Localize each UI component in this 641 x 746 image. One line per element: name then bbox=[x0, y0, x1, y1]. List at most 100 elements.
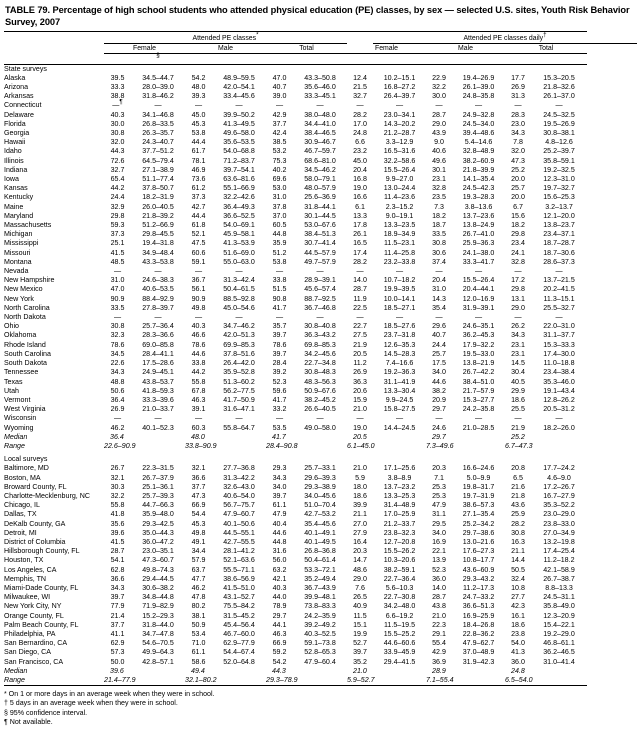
table-row[interactable]: Broward County, FL 30.3 25.1–36.1 37.7 32.6–… bbox=[4, 483, 637, 492]
table-row[interactable]: Chicago, IL 55.8 44.7–66.3 66.9 56.7–75.7 61.… bbox=[4, 501, 637, 510]
row-percent: 48.0 bbox=[191, 83, 206, 91]
table-row[interactable]: Philadelphia, PA 41.1 34.7–47.8 53.4 46.7–60… bbox=[4, 630, 637, 639]
table-row[interactable]: San Diego, CA 57.3 49.9–64.3 61.1 54.4–67.4 5… bbox=[4, 648, 637, 657]
table-row[interactable]: Nevada — — — — — — — — — — — — bbox=[4, 267, 637, 276]
table-row[interactable]: Baltimore, MD 26.7 22.3–31.5 32.1 27.7–36.8 2… bbox=[4, 464, 637, 473]
table-row[interactable]: Georgia 30.8 26.3–35.7 53.8 49.6–58.0 42.4 38.… bbox=[4, 129, 637, 138]
median-value: 41.7 bbox=[272, 432, 286, 441]
table-row[interactable]: Texas 48.8 43.8–53.7 55.8 51.3–60.2 52.3 48.3–… bbox=[4, 378, 637, 387]
table-row[interactable]: Rhode Island 78.6 69.0–85.8 78.6 69.9–85.3 78… bbox=[4, 341, 637, 350]
row-confidence-interval: 22.3–31.5 bbox=[142, 464, 174, 473]
row-percent: 28.7 bbox=[432, 593, 446, 602]
row-percent: 20.3 bbox=[432, 464, 446, 473]
row-percent: 48.6 bbox=[353, 565, 367, 574]
table-row[interactable]: Iowa 65.4 51.1–77.4 73.6 63.6–81.6 69.6 58.0–7… bbox=[4, 175, 637, 184]
table-row[interactable]: Alaska 39.5 34.5–44.7 54.2 48.9–59.5 47.0 43.3… bbox=[4, 74, 637, 83]
footnotes: * On 1 or more days in an average week w… bbox=[4, 690, 637, 728]
row-percent: — bbox=[435, 267, 443, 276]
row-confidence-interval: 23.0–34.1 bbox=[383, 110, 416, 119]
table-row[interactable]: Milwaukee, WI 39.7 34.8–44.8 47.8 43.1–52.7 4… bbox=[4, 593, 637, 602]
table-row[interactable]: Tennessee 34.3 24.9–45.1 44.2 35.9–52.8 39.2 3… bbox=[4, 368, 637, 377]
row-confidence-interval: 46.7–59.7 bbox=[304, 147, 336, 156]
table-row[interactable]: District of Columbia 41.5 36.0–47.2 49.1 42.… bbox=[4, 538, 637, 547]
table-row[interactable]: Detroit, MI 39.6 35.0–44.3 49.8 44.5–55.1 44.… bbox=[4, 529, 637, 538]
range-value: 6.5–54.0 bbox=[505, 676, 533, 684]
row-site-label: South Carolina bbox=[4, 349, 51, 358]
table-row[interactable]: Maine 32.9 26.0–40.5 42.7 36.4–49.3 37.8 31.8–… bbox=[4, 203, 637, 212]
table-row[interactable]: Maryland 29.8 21.8–39.2 44.4 36.6–52.5 37.0 30… bbox=[4, 212, 637, 221]
row-percent: 46.6 bbox=[191, 331, 206, 340]
row-confidence-interval: 18.2–31.9 bbox=[142, 193, 174, 202]
table-row[interactable]: Missouri 41.5 34.9–48.4 60.6 51.6–69.0 51.2 44… bbox=[4, 249, 637, 258]
row-confidence-interval: 33.4–45.6 bbox=[223, 92, 255, 101]
table-row[interactable]: Oklahoma 32.3 28.3–36.6 46.6 42.0–51.3 39.7 36… bbox=[4, 331, 637, 340]
table-row[interactable]: Arizona 33.3 28.0–39.0 48.0 42.0–54.1 40.7 35.… bbox=[4, 83, 637, 92]
table-row[interactable]: Connecticut —¶ — — — — — — — — — — — bbox=[4, 99, 637, 110]
table-row[interactable]: Illinois 72.6 64.5–79.4 78.1 71.2–83.7 75.3 68… bbox=[4, 157, 637, 166]
table-row[interactable]: Palm Beach County, FL 37.7 31.8–44.0 50.9 45… bbox=[4, 621, 637, 630]
row-confidence-interval: 31.5–45.2 bbox=[223, 611, 255, 620]
table-row[interactable]: San Bernardino, CA 62.9 54.6–70.5 71.0 62.9–… bbox=[4, 639, 637, 648]
table-row[interactable]: Michigan 37.3 29.8–45.5 52.1 45.9–58.1 44.8 38… bbox=[4, 230, 637, 239]
table-row[interactable]: North Dakota — — — — — — — — — — — — bbox=[4, 313, 637, 322]
table-row[interactable]: Houston, TX 54.1 47.3–60.7 57.9 52.1–63.6 56.… bbox=[4, 556, 637, 565]
row-confidence-interval: 42.1–58.9 bbox=[543, 565, 575, 574]
row-percent: 34.3 bbox=[511, 331, 525, 340]
row-confidence-interval: 15.8–27.5 bbox=[383, 405, 416, 414]
row-confidence-interval: 50.9–67.6 bbox=[304, 386, 336, 395]
table-row[interactable]: Delaware 40.3 34.1–46.8 45.0 39.9–50.2 42.9 38… bbox=[4, 111, 637, 120]
table-row[interactable]: Indiana 32.7 27.1–38.9 46.9 39.7–54.1 40.2 34.… bbox=[4, 166, 637, 175]
row-confidence-interval: 49.0–58.0 bbox=[304, 423, 336, 432]
row-confidence-interval: 5.4–14.6 bbox=[464, 138, 493, 147]
table-row[interactable]: Vermont 36.4 33.3–39.6 46.3 41.7–50.9 41.7 38.… bbox=[4, 396, 637, 405]
row-percent: 43.9 bbox=[432, 129, 446, 138]
row-percent: 33.5 bbox=[432, 230, 446, 239]
table-row[interactable]: Massachusetts 59.3 51.2–66.9 61.8 54.0–69.1 6… bbox=[4, 221, 637, 230]
row-percent: 39.7 bbox=[272, 331, 287, 340]
table-row[interactable]: New Hampshire 31.0 24.6–38.3 36.7 31.3–42.4 3… bbox=[4, 276, 637, 285]
median-value: 44.3 bbox=[272, 666, 286, 675]
table-row[interactable]: Florida 30.0 26.8–33.5 45.3 41.3–49.5 37.7 34.… bbox=[4, 120, 637, 129]
table-row[interactable]: Wisconsin — — — — — — — — — — — — bbox=[4, 414, 637, 423]
table-row[interactable]: West Virginia 26.9 21.0–33.7 39.1 31.6–47.1 3… bbox=[4, 405, 637, 414]
table-row[interactable]: Arkansas 38.8 31.8–46.2 39.3 33.4–45.6 39.0 33… bbox=[4, 92, 637, 101]
row-percent: 20.4 bbox=[432, 276, 446, 285]
row-site-label: Arizona bbox=[4, 83, 29, 91]
row-confidence-interval: 26.8–33.5 bbox=[142, 119, 174, 128]
table-row[interactable]: Wyoming 46.2 40.1–52.3 60.3 55.8–64.7 53.5 49.… bbox=[4, 424, 637, 433]
table-row[interactable]: Idaho 44.3 37.7–51.2 61.7 54.0–68.8 53.2 46.7–… bbox=[4, 147, 637, 156]
row-confidence-interval: 38.4–46.5 bbox=[304, 129, 336, 138]
table-row[interactable]: South Dakota 22.6 17.5–28.6 33.8 26.4–42.0 28… bbox=[4, 359, 637, 368]
column-header-ci-1: CI§ bbox=[131, 53, 185, 65]
row-percent: 44.6 bbox=[432, 377, 446, 386]
table-row[interactable]: Hawaii 32.0 24.3–40.7 44.4 35.6–53.5 38.5 30.9… bbox=[4, 138, 637, 147]
table-row[interactable]: Boston, MA 32.1 26.7–37.9 36.6 31.3–42.2 34.3… bbox=[4, 474, 637, 483]
table-row[interactable]: Dallas, TX 41.8 35.9–48.0 54.4 47.9–60.7 47.9… bbox=[4, 510, 637, 519]
table-row[interactable]: Miami-Dade County, FL 34.3 30.6–38.2 46.2 41… bbox=[4, 584, 637, 593]
table-row[interactable]: Kansas 44.2 37.8–50.7 61.2 55.1–66.9 53.0 48.0… bbox=[4, 184, 637, 193]
table-row[interactable]: Utah 50.6 41.8–59.3 67.8 56.2–77.5 59.6 50.9–6… bbox=[4, 387, 637, 396]
row-percent: 32.7 bbox=[110, 165, 125, 174]
section-label: Local surveys bbox=[4, 455, 48, 464]
table-row[interactable]: New Mexico 47.0 40.6–53.5 56.1 50.4–61.5 51.5… bbox=[4, 285, 637, 294]
row-confidence-interval: 40.3–52.5 bbox=[304, 629, 336, 638]
table-row[interactable]: Mississippi 25.1 19.4–31.8 47.5 41.3–53.9 35.… bbox=[4, 239, 637, 248]
table-row[interactable]: New York City, NY 77.9 71.9–82.9 80.2 75.5–8… bbox=[4, 602, 637, 611]
table-row[interactable]: Kentucky 24.4 18.2–31.9 37.3 32.2–42.6 31.0 25… bbox=[4, 193, 637, 202]
table-row[interactable]: Orange County, FL 21.4 15.2–29.3 38.1 31.5–4… bbox=[4, 612, 637, 621]
table-row[interactable]: Memphis, TN 36.6 29.4–44.5 47.7 38.6–56.9 42.… bbox=[4, 575, 637, 584]
table-row[interactable]: South Carolina 34.5 28.4–41.1 44.6 37.8–51.6… bbox=[4, 350, 637, 359]
table-row[interactable]: San Francisco, CA 50.0 42.8–57.1 58.6 52.0–6… bbox=[4, 658, 637, 667]
table-row[interactable]: Montana 48.5 43.3–53.8 59.1 55.0–63.0 53.8 49.… bbox=[4, 258, 637, 267]
table-row[interactable]: North Carolina 33.5 27.8–39.7 49.8 45.0–54.6… bbox=[4, 304, 637, 313]
table-row[interactable]: Charlotte-Mecklenburg, NC 32.2 25.7–39.3 47… bbox=[4, 492, 637, 501]
table-row[interactable]: DeKalb County, GA 35.6 29.3–42.5 45.3 40.1–5… bbox=[4, 520, 637, 529]
table-row[interactable]: Ohio 30.8 25.7–36.4 40.3 34.7–46.2 35.7 30.8–4… bbox=[4, 322, 637, 331]
row-confidence-interval: 15.3–33.3 bbox=[543, 340, 575, 349]
row-percent: 46.3 bbox=[272, 629, 287, 638]
table-row[interactable]: Los Angeles, CA 62.8 49.8–74.3 63.7 55.5–71.… bbox=[4, 566, 637, 575]
table-row[interactable]: Hillsborough County, FL 28.7 23.0–35.1 34.4… bbox=[4, 547, 637, 556]
row-site-label: Mississippi bbox=[4, 239, 39, 248]
table-row[interactable]: New York 90.9 88.4–92.9 90.9 88.5–92.8 90.8 88… bbox=[4, 295, 637, 304]
